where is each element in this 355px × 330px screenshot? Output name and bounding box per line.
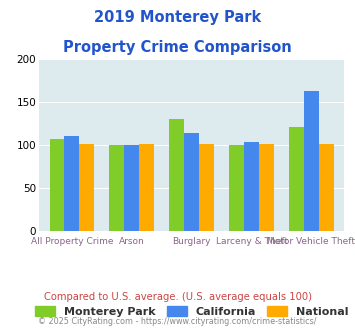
- Bar: [259, 144, 274, 231]
- Bar: [109, 145, 124, 231]
- Bar: [169, 119, 184, 231]
- Bar: [124, 145, 139, 231]
- Bar: [65, 136, 80, 231]
- Bar: [229, 145, 244, 231]
- Bar: [184, 133, 199, 231]
- Bar: [80, 144, 94, 231]
- Bar: [319, 144, 334, 231]
- Text: Property Crime Comparison: Property Crime Comparison: [63, 40, 292, 54]
- Text: © 2025 CityRating.com - https://www.cityrating.com/crime-statistics/: © 2025 CityRating.com - https://www.city…: [38, 317, 317, 326]
- Text: 2019 Monterey Park: 2019 Monterey Park: [94, 10, 261, 25]
- Text: Compared to U.S. average. (U.S. average equals 100): Compared to U.S. average. (U.S. average …: [44, 292, 311, 302]
- Bar: [304, 91, 319, 231]
- Legend: Monterey Park, California, National: Monterey Park, California, National: [31, 302, 353, 321]
- Bar: [199, 144, 214, 231]
- Bar: [289, 127, 304, 231]
- Bar: [244, 142, 259, 231]
- Bar: [50, 139, 65, 231]
- Bar: [139, 144, 154, 231]
